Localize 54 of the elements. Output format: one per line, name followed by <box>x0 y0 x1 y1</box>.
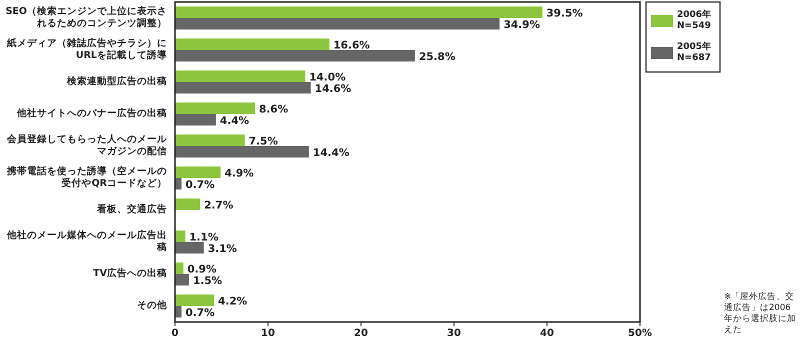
bar <box>175 134 245 146</box>
y-tick-label: 携帯電話を使った誘導（空メールの受付やQRコードなど） <box>6 164 167 191</box>
bar <box>175 146 309 158</box>
data-label: 25.8% <box>418 50 456 63</box>
data-label: 0.7% <box>186 306 216 319</box>
data-label: 1.1% <box>189 231 219 244</box>
data-label: 4.9% <box>224 167 254 180</box>
y-tick-label: 検索連動型広告の出稿 <box>66 74 167 89</box>
bar <box>175 38 330 50</box>
data-label: 1.5% <box>192 274 223 287</box>
bar <box>175 294 214 306</box>
data-label: 4.4% <box>220 114 250 127</box>
data-label: 14.6% <box>314 82 352 95</box>
y-tick-label: その他 <box>136 299 167 313</box>
y-tick-label: 紙メディア（雑誌広告やチラシ）にURLを記載して誘導 <box>6 36 167 63</box>
data-label: 8.6% <box>258 103 289 116</box>
y-tick-label: 看板、交通広告 <box>96 202 167 217</box>
bar <box>175 198 200 210</box>
x-tick-label: 40 <box>540 328 554 339</box>
bar <box>175 18 500 30</box>
data-label: 14.0% <box>309 71 346 84</box>
data-label: 4.2% <box>218 295 248 308</box>
data-label: 14.4% <box>312 146 350 159</box>
bar <box>175 274 189 286</box>
y-tick-label: 他社サイトへのバナー広告の出稿 <box>16 106 167 121</box>
y-tick-label: TV広告への出稿 <box>92 266 167 281</box>
legend-label: 2005年 N=687 <box>677 42 712 64</box>
data-label: 0.9% <box>187 263 217 276</box>
bar <box>175 70 306 82</box>
x-tick-label: 10 <box>261 328 275 339</box>
bar <box>175 242 204 254</box>
data-label: 0.7% <box>186 178 216 191</box>
data-label: 16.6% <box>333 39 370 52</box>
bar <box>175 166 221 178</box>
data-label: 34.9% <box>504 18 540 31</box>
data-label: 3.1% <box>208 242 238 255</box>
y-tick-label: 会員登録してもらった人へのメールマガジンの配信 <box>6 133 167 159</box>
x-tick-label: 50% <box>628 328 652 339</box>
bar <box>175 82 311 94</box>
x-tick-label: 0 <box>172 328 179 339</box>
y-tick-label: 他社のメール媒体へのメール広告出稿 <box>6 228 167 255</box>
legend-label: 2006年 N=549 <box>677 10 712 32</box>
bar <box>175 262 184 274</box>
bar <box>175 50 415 62</box>
data-label: 39.5% <box>546 7 584 20</box>
bar <box>175 102 255 114</box>
bar <box>175 114 216 126</box>
x-tick-label: 30 <box>447 328 461 339</box>
bar <box>175 6 542 18</box>
y-tick-label: SEO（検索エンジンで上位に表示されるためのコンテンツ調整） <box>5 4 167 31</box>
data-label: 7.5% <box>248 135 278 148</box>
x-tick-label: 20 <box>354 328 368 339</box>
data-label: 2.7% <box>204 199 234 212</box>
text: ※「屋外広告、交通広告」は2006年から選択肢に加えた <box>724 292 797 336</box>
